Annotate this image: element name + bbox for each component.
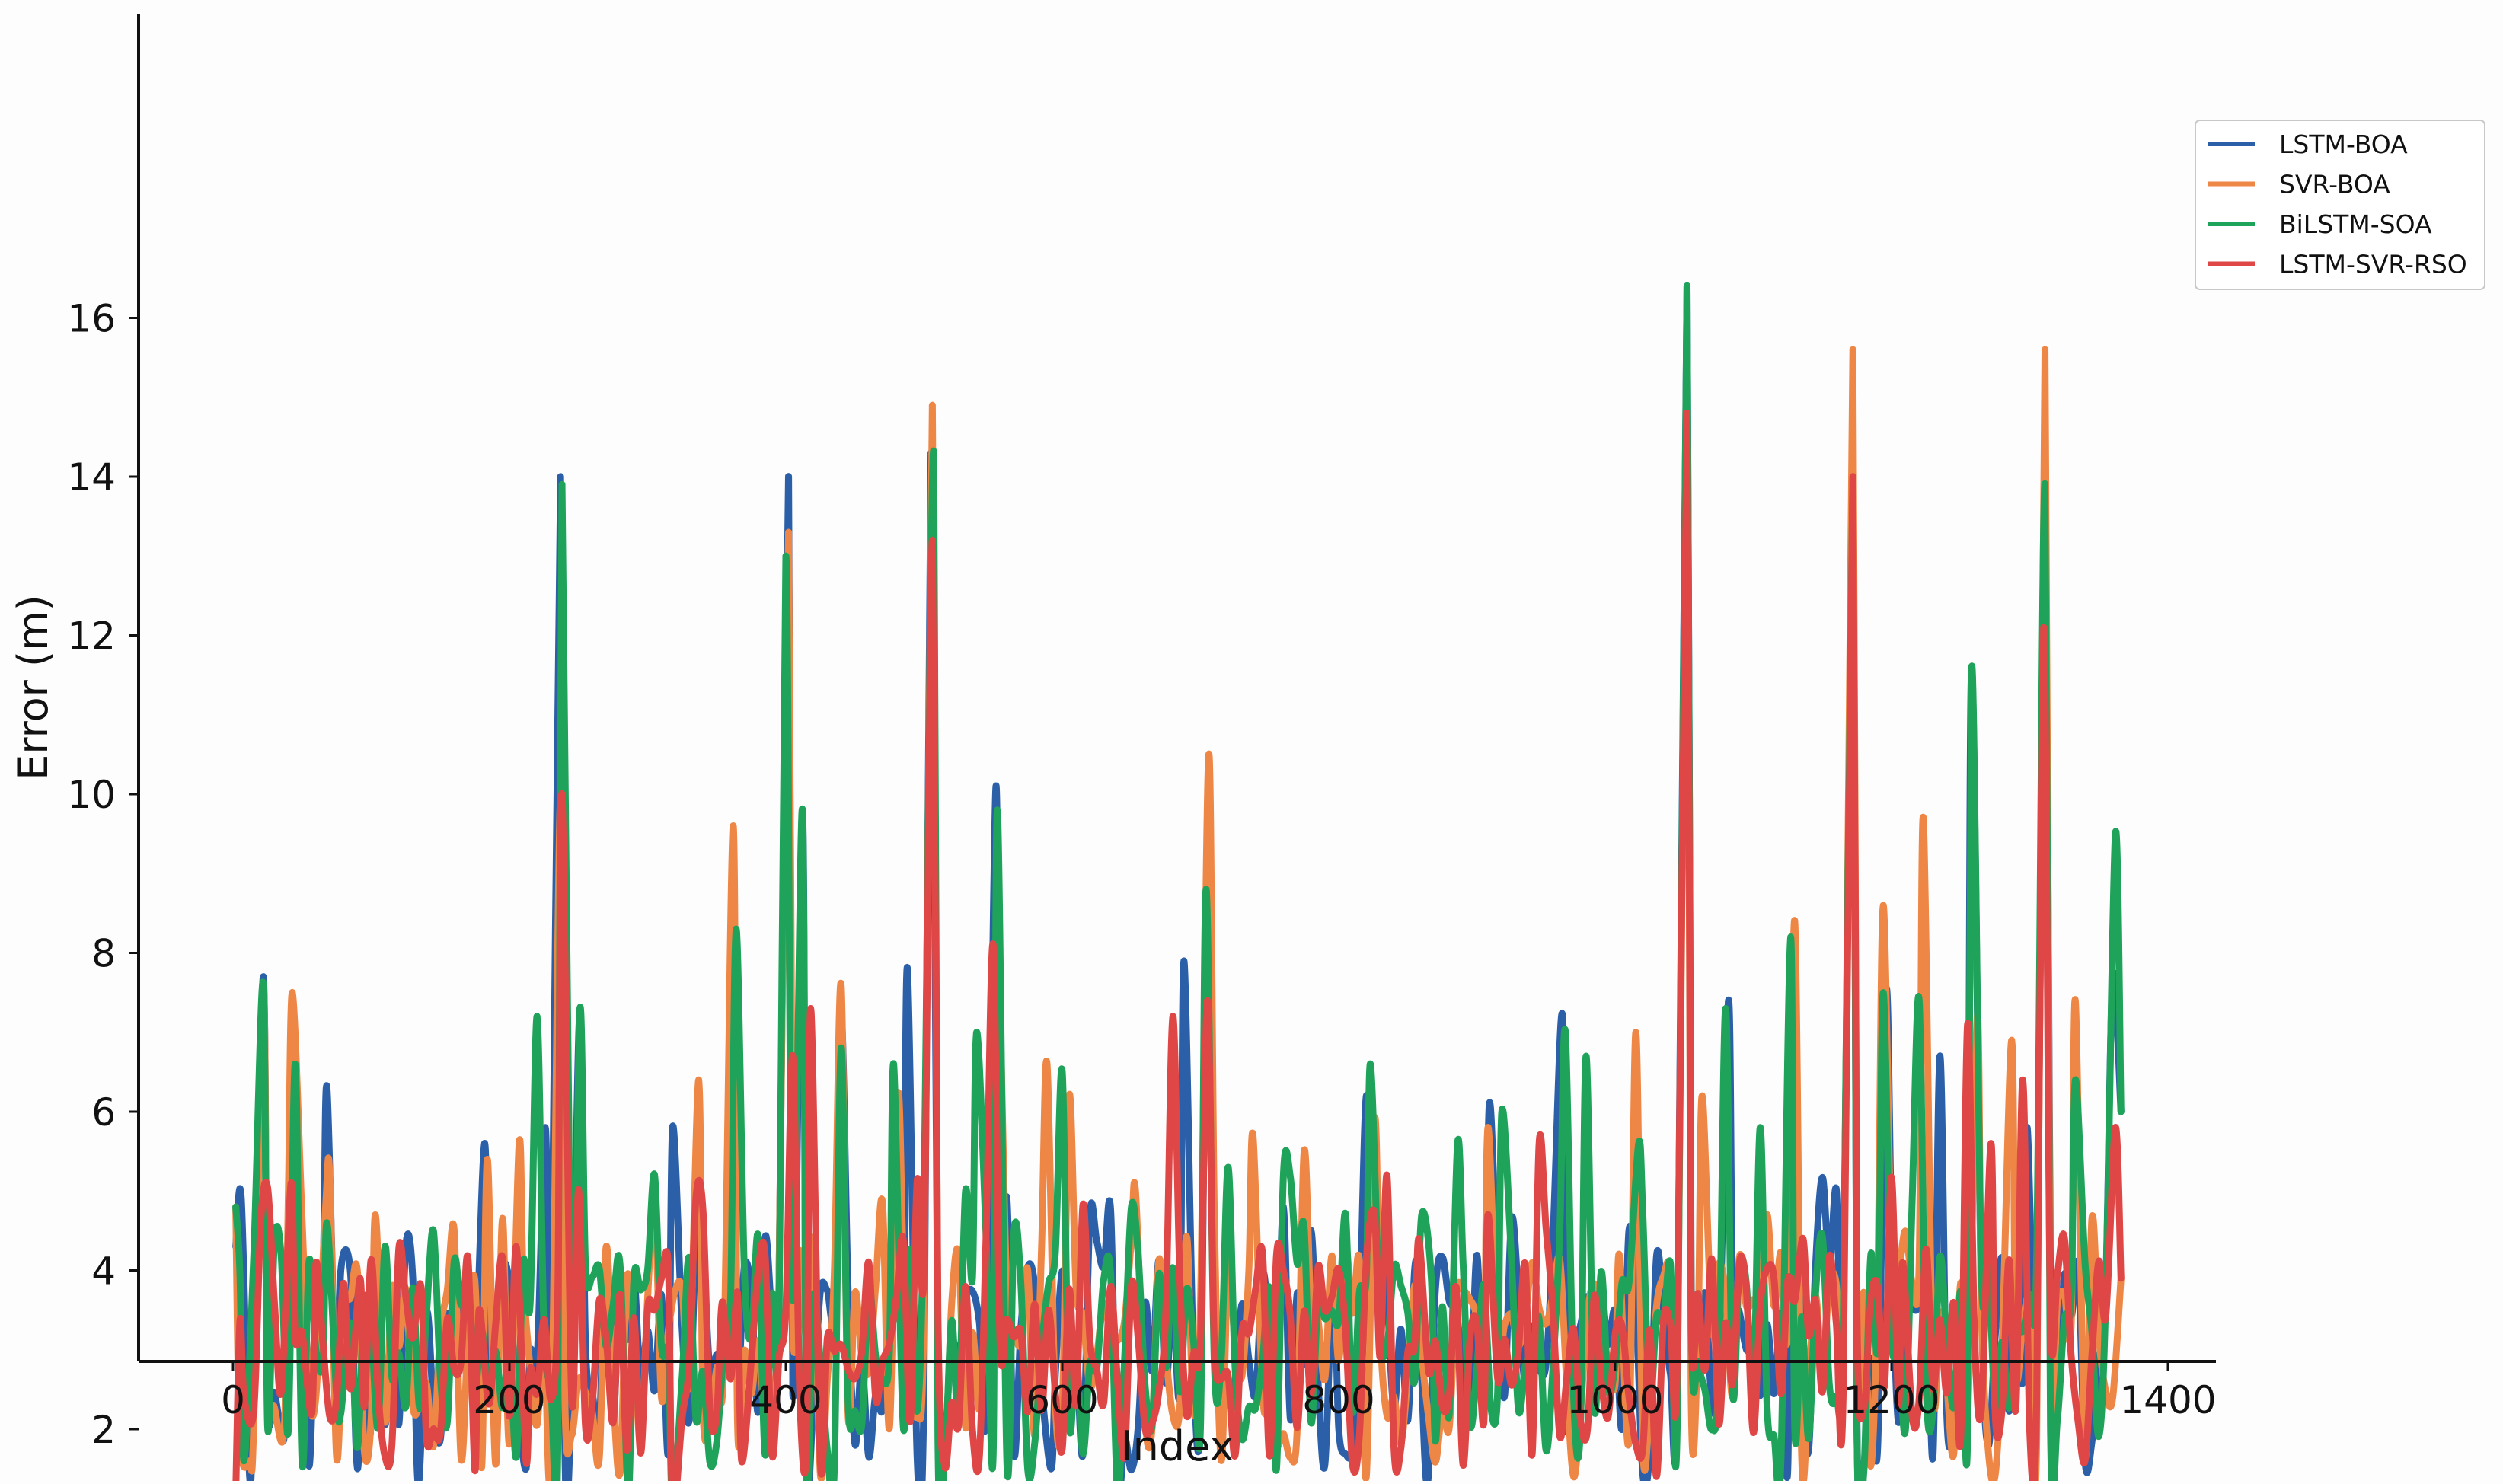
x-tick-label: 1200 (1843, 1378, 1940, 1422)
y-tick-label: 10 (67, 773, 116, 817)
legend-label: LSTM-BOA (2279, 129, 2408, 159)
x-tick-label: 400 (749, 1378, 822, 1422)
x-tick-label: 200 (473, 1378, 545, 1422)
y-tick-label: 8 (91, 932, 116, 976)
x-tick-label: 1000 (1566, 1378, 1663, 1422)
x-tick-label: 600 (1026, 1378, 1098, 1422)
x-tick-label: 1400 (2119, 1378, 2216, 1422)
legend-label: SVR-BOA (2279, 170, 2390, 199)
legend-label: BiLSTM-SOA (2279, 209, 2432, 239)
x-axis-label: Index (1121, 1422, 1234, 1470)
tick-group: 0 200 400 600 800 1000 1200 1400 2 4 6 8 10 12 14 16 (67, 297, 2216, 1453)
y-tick-label: 2 (91, 1408, 116, 1452)
x-tick-label: 0 (221, 1378, 245, 1422)
legend: LSTM-BOA SVR-BOA BiLSTM-SOA LSTM-SVR-RSO (2195, 120, 2485, 290)
legend-box (2195, 120, 2485, 290)
series-line-svr-boa (232, 346, 2125, 1484)
y-tick-label: 12 (67, 614, 116, 659)
y-axis-label: Error (m) (9, 595, 57, 780)
x-tick-label: 800 (1302, 1378, 1374, 1422)
y-tick-label: 6 (91, 1090, 116, 1135)
y-tick-label: 14 (67, 455, 116, 499)
legend-label: LSTM-SVR-RSO (2279, 250, 2467, 279)
axes (137, 14, 2216, 1363)
plot-lines (232, 282, 2125, 1484)
y-tick-label: 16 (67, 297, 116, 341)
series-line-lstm-svr-rso (232, 410, 2125, 1484)
y-tick-label: 4 (91, 1249, 116, 1294)
